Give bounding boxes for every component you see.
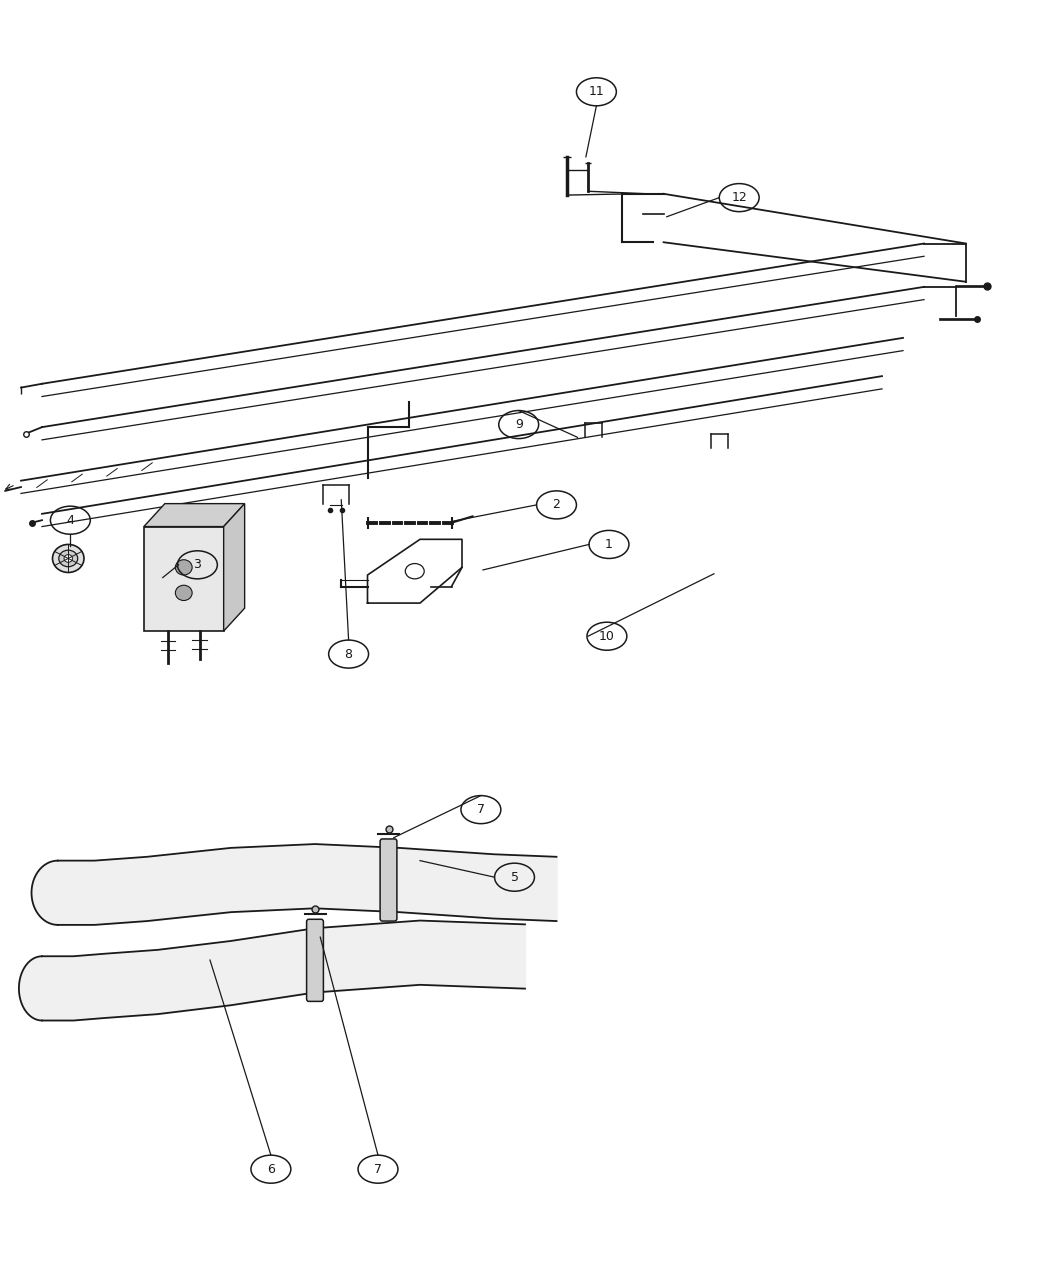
Text: 4: 4 [66, 514, 75, 527]
Ellipse shape [59, 551, 78, 566]
Text: 7: 7 [374, 1163, 382, 1176]
Text: 7: 7 [477, 803, 485, 816]
FancyBboxPatch shape [380, 839, 397, 921]
Text: 8: 8 [344, 648, 353, 660]
Text: 5: 5 [510, 871, 519, 884]
Polygon shape [144, 504, 245, 527]
Text: 12: 12 [731, 191, 747, 204]
Text: 3: 3 [193, 558, 202, 571]
Text: 6: 6 [267, 1163, 275, 1176]
Text: 9: 9 [514, 418, 523, 431]
Polygon shape [19, 956, 42, 1020]
Ellipse shape [52, 544, 84, 572]
Text: 11: 11 [588, 85, 605, 98]
Polygon shape [32, 861, 58, 924]
FancyBboxPatch shape [307, 919, 323, 1001]
Text: 1: 1 [605, 538, 613, 551]
Ellipse shape [64, 555, 72, 562]
Ellipse shape [175, 560, 192, 575]
Ellipse shape [175, 585, 192, 601]
Text: 10: 10 [598, 630, 615, 643]
Text: 2: 2 [552, 499, 561, 511]
Polygon shape [144, 527, 224, 631]
Polygon shape [224, 504, 245, 631]
